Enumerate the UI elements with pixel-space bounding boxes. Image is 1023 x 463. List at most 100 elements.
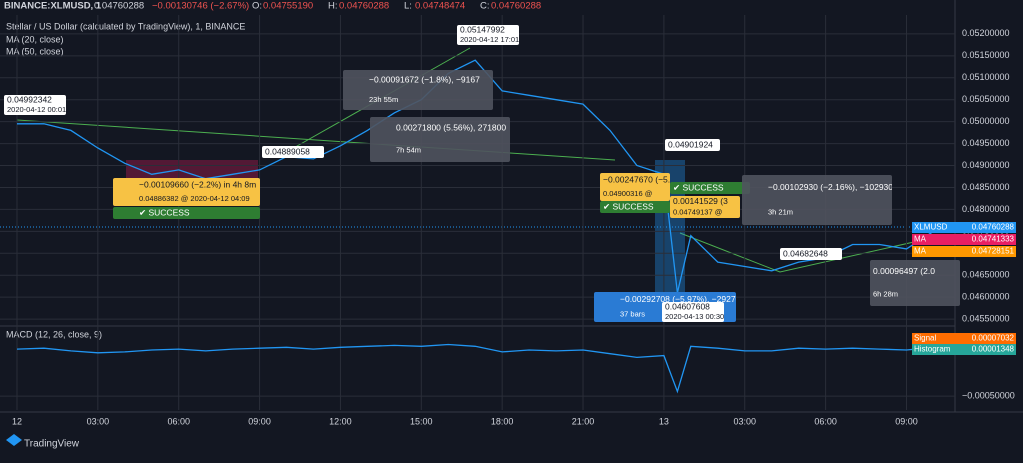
annotation-text: 37 bars <box>620 309 645 318</box>
y-tick-label: −0.00050000 <box>962 391 1015 401</box>
annotation-text: 6h 28m <box>873 289 898 298</box>
annotation-text: 3h 21m <box>768 207 793 216</box>
annotation-box <box>662 302 724 322</box>
x-tick-label: 03:00 <box>733 416 756 426</box>
annotation-text: 7h 54m <box>396 146 421 155</box>
y-tick-label: 0.04900000 <box>962 160 1010 170</box>
annotation-text: ✔ SUCCESS <box>139 207 190 217</box>
y-tick-label: 0.04550000 <box>962 313 1010 323</box>
annotation: 0.04889058 <box>262 146 324 158</box>
x-tick-label: 06:00 <box>167 416 190 426</box>
annotation-text: −0.00247670 (−5.1%) in 5h 3m <box>603 174 720 184</box>
y-tick-label: 0.05050000 <box>962 94 1010 104</box>
ohlc-value: 0.04760288 <box>339 1 389 12</box>
annotation-text: 2020-04-13 00:30 <box>665 312 724 321</box>
y-tick-label: 0.05150000 <box>962 50 1010 60</box>
annotation: ✔ SUCCESS <box>600 201 670 213</box>
annotation-text: −0.00292708 (−5.97%), −292708 <box>620 294 745 304</box>
series-line <box>16 343 950 394</box>
x-tick-label: 12:00 <box>329 416 352 426</box>
x-tick-label: 15:00 <box>410 416 433 426</box>
annotation: −0.00102930 (−2.16%), −102930 3h 21m <box>742 175 893 225</box>
annotation-text: 0.04682648 <box>783 248 828 258</box>
annotation-box <box>600 173 670 201</box>
annotation-text: −0.00102930 (−2.16%), −102930 <box>768 182 893 192</box>
price-label-name: XLMUSD <box>914 223 948 232</box>
annotation-text: 2020-04-12 17:01 <box>460 35 519 44</box>
price-label-value: 0.04728151 <box>972 247 1015 256</box>
annotation-text: 0.04901924 <box>668 139 713 149</box>
annotation-box <box>343 70 493 110</box>
ohlc-value: 0.04748474 <box>415 1 465 12</box>
short-zone <box>126 160 258 178</box>
ohlc-key: L: <box>404 1 412 12</box>
annotation: 0.04901924 <box>665 139 720 151</box>
logo <box>6 434 22 446</box>
price-label-name: MA <box>914 235 927 244</box>
annotation: ✔ SUCCESS <box>670 182 750 194</box>
ma-legend: MA (20, close) <box>6 34 64 44</box>
ohlc-key: O: <box>252 1 262 12</box>
y-tick-label: 0.05000000 <box>962 116 1010 126</box>
annotation: −0.00109660 (−2.2%) in 4h 8m 0.04886382 @… <box>113 178 260 206</box>
y-tick-label: 0.04800000 <box>962 204 1010 214</box>
ohlc-value: 0.04755190 <box>263 1 313 12</box>
annotation-text: ✔ SUCCESS <box>673 182 724 192</box>
x-tick-label: 18:00 <box>491 416 514 426</box>
last-price: 0.04760288 <box>94 1 144 12</box>
price-label <box>912 344 1016 355</box>
y-tick-label: 0.05100000 <box>962 72 1010 82</box>
price-label <box>912 234 1016 245</box>
price-label-name: MA <box>914 247 927 256</box>
macd-title: MACD (12, 26, close, 9) <box>6 329 102 339</box>
price-label <box>912 222 1016 233</box>
annotation-text: 0.04992342 <box>7 94 52 104</box>
ma-legend: MA (50, close) <box>6 46 64 56</box>
ohlc-key: H: <box>328 1 338 12</box>
annotation-box <box>670 196 740 218</box>
annotation: 0.04682648 <box>780 248 842 260</box>
annotation-text: 0.05147992 <box>460 24 505 34</box>
annotation-text: 23h 55m <box>369 95 398 104</box>
annotation-text: 0.04889058 <box>265 146 310 156</box>
annotation-text: 0.04886382 @ 2020-04-12 04:09 <box>139 194 250 203</box>
annotation-box <box>670 182 750 194</box>
study-title: Stellar / US Dollar (calculated by Tradi… <box>6 21 245 31</box>
annotation: 0.00271800 (5.56%), 271800 7h 54m <box>370 117 510 162</box>
x-tick-label: 21:00 <box>572 416 595 426</box>
price-label-value: 0.04741333 <box>972 235 1015 244</box>
annotation-box <box>870 260 960 306</box>
x-tick-label: 12 <box>12 416 22 426</box>
annotation-text: 2020-04-12 00:01 <box>7 105 66 114</box>
annotation-box <box>113 207 260 219</box>
annotation-box <box>113 178 260 206</box>
annotation-text: 0.04900316 @ <box>603 189 652 198</box>
x-tick-label: 13 <box>659 416 669 426</box>
annotation-text: ✔ SUCCESS <box>603 201 654 211</box>
price-label-value: 0.00001348 <box>972 345 1015 354</box>
price-label-name: Histogram <box>914 345 951 354</box>
annotation-box <box>370 117 510 162</box>
price-label-name: Signal <box>914 334 936 343</box>
annotation-text: 0.00141529 (3 <box>673 196 728 206</box>
annotation: 0.00096497 (2.0 6h 28m <box>870 260 960 306</box>
annotation-text: 0.04749137 @ <box>673 207 722 216</box>
ohlc-value: 0.04760288 <box>491 1 541 12</box>
annotation-box <box>780 248 842 260</box>
annotation-text: 0.00096497 (2.0 <box>873 266 935 276</box>
price-label <box>912 333 1016 344</box>
y-tick-label: 0.05200000 <box>962 28 1010 38</box>
series-line <box>17 59 950 293</box>
annotation-box <box>262 146 324 158</box>
price-label-value: 0.00007032 <box>972 334 1015 343</box>
annotation: −0.00091672 (−1.8%), −9167 23h 55m <box>343 70 493 110</box>
trend-line <box>16 119 616 161</box>
annotation-box <box>4 95 66 115</box>
price-label-value: 0.04760288 <box>972 223 1015 232</box>
symbol: BINANCE:XLMUSD, 1 <box>4 1 102 12</box>
change: −0.00130746 (−2.67%) <box>152 1 249 12</box>
